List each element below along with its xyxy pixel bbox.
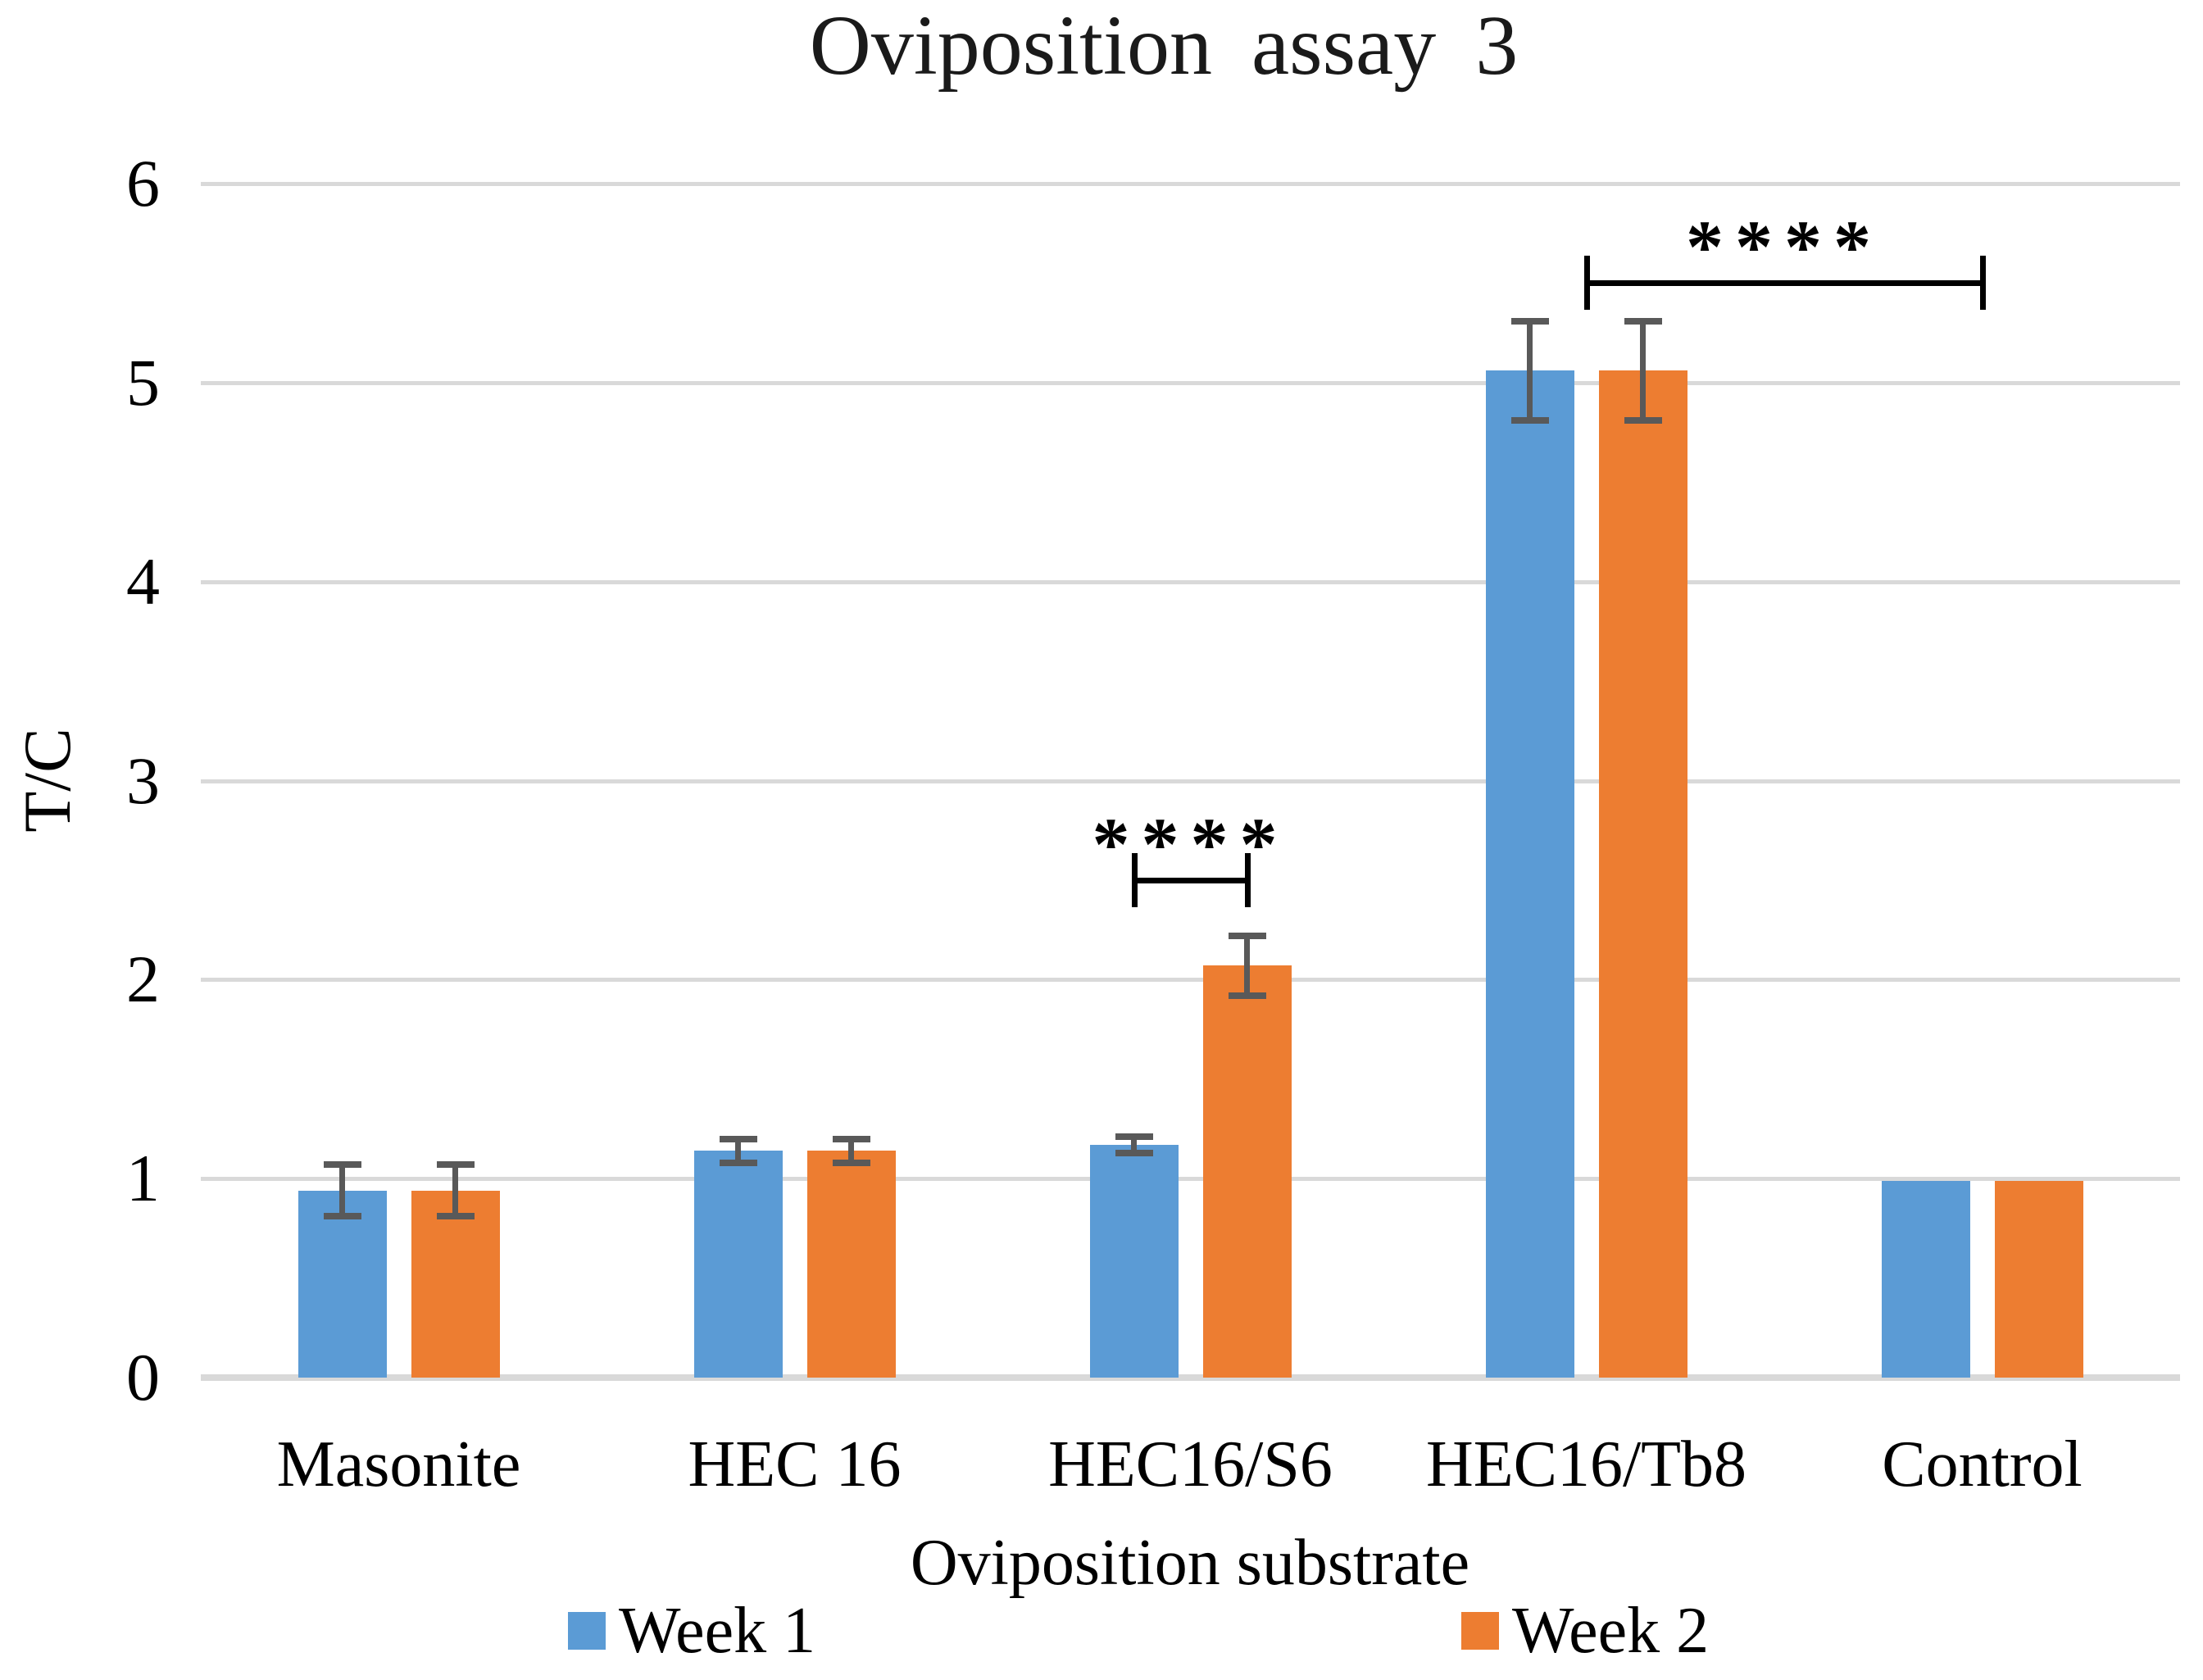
bar-week-1-hec16-s6 [1089, 1144, 1179, 1378]
error-bar-cap-top [323, 1161, 361, 1169]
error-bar-line [1244, 935, 1250, 996]
y-tick-label-1: 1 [126, 1141, 160, 1216]
error-bar-cap-top [832, 1135, 870, 1142]
error-bar-cap-top [436, 1161, 475, 1169]
error-bar-line [1527, 320, 1533, 420]
error-bar-cap-bottom [719, 1159, 757, 1166]
significance-bracket-tick [1979, 256, 1986, 311]
error-bar-line [339, 1165, 345, 1217]
gridline-y3 [201, 779, 2180, 783]
significance-stars: **** [1092, 801, 1289, 886]
chart-title: Oviposition assay 3 [809, 0, 1519, 93]
error-bar-cap-bottom [1228, 992, 1266, 999]
error-bar-cap-bottom [1115, 1149, 1153, 1156]
significance-bracket-tick [1244, 852, 1251, 907]
legend-swatch-week-2 [1461, 1612, 1499, 1650]
y-tick-label-2: 2 [126, 942, 160, 1017]
x-tick-label-hec16-tb8: HEC16/Tb8 [1425, 1428, 1747, 1501]
gridline-y4 [201, 579, 2180, 584]
significance-bracket-line [1586, 280, 1983, 287]
error-bar-line [452, 1165, 458, 1217]
error-bar-cap-bottom [1624, 416, 1662, 424]
x-tick-label-masonite: Masonite [276, 1428, 521, 1501]
gridline-y2 [201, 978, 2180, 983]
legend-item-week-2: Week 2 [1461, 1598, 1709, 1664]
x-axis-title: Oviposition substrate [910, 1527, 1470, 1599]
significance-stars: **** [1686, 205, 1883, 289]
x-tick-label-hec-16: HEC 16 [688, 1428, 902, 1501]
legend-label-week-2: Week 2 [1512, 1595, 1710, 1667]
bar-week-1-control [1881, 1180, 1970, 1378]
y-tick-label-4: 4 [126, 543, 160, 619]
legend-label-week-1: Week 1 [619, 1595, 816, 1667]
error-bar-cap-top [1624, 317, 1662, 325]
gridline-y5 [201, 380, 2180, 385]
bar-week-2-control [1994, 1180, 2083, 1378]
bar-week-2-masonite [411, 1190, 500, 1378]
error-bar-line [735, 1138, 741, 1163]
y-tick-label-3: 3 [126, 742, 160, 818]
x-axis-line [201, 1374, 2180, 1381]
bar-week-2-hec16-s6 [1202, 965, 1292, 1378]
significance-bracket-tick [1583, 256, 1590, 311]
significance-bracket-line [1133, 877, 1247, 883]
x-tick-label-hec16-s6: HEC16/S6 [1048, 1428, 1333, 1501]
error-bar-cap-top [1115, 1133, 1153, 1141]
bar-week-2-hec16-tb8 [1598, 370, 1687, 1378]
error-bar-cap-top [1510, 317, 1549, 325]
legend-item-week-1: Week 1 [568, 1598, 815, 1664]
significance-bracket-tick [1131, 852, 1138, 907]
y-tick-label-6: 6 [126, 146, 160, 220]
error-bar-line [1131, 1137, 1137, 1153]
error-bar-cap-top [1228, 932, 1266, 939]
bar-week-2-hec-16 [806, 1151, 896, 1378]
y-tick-label-5: 5 [126, 344, 160, 420]
error-bar-line [1640, 320, 1646, 420]
gridline-y1 [201, 1177, 2180, 1182]
bar-week-1-hec16-tb8 [1485, 370, 1574, 1378]
error-bar-cap-top [719, 1135, 757, 1142]
error-bar-cap-bottom [436, 1213, 475, 1220]
error-bar-cap-bottom [832, 1159, 870, 1166]
x-tick-label-control: Control [1882, 1428, 2083, 1501]
gridline-y6 [201, 182, 2180, 186]
error-bar-cap-bottom [1510, 416, 1549, 424]
y-tick-label-0: 0 [126, 1340, 160, 1414]
error-bar-cap-bottom [323, 1213, 361, 1220]
error-bar-line [848, 1138, 854, 1163]
bar-week-1-masonite [298, 1190, 387, 1378]
bar-week-1-hec-16 [693, 1151, 783, 1378]
legend-swatch-week-1 [568, 1612, 606, 1650]
